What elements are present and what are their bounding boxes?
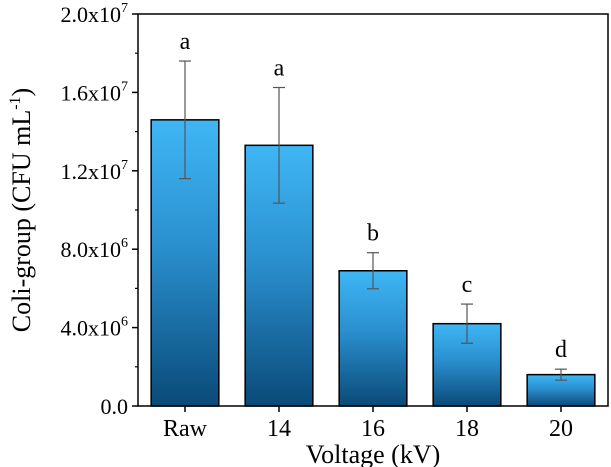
error-bars-group	[179, 60, 567, 381]
y-tick-label: 1.6x107	[61, 79, 129, 105]
bar-16	[338, 270, 408, 407]
x-tick-label-Raw: Raw	[163, 416, 208, 442]
x-tick-label-20: 20	[549, 416, 573, 442]
x-tick-label-16: 16	[361, 416, 385, 442]
y-axis-label: Coli-group (CFU mL-1)	[7, 88, 36, 332]
y-axis-label-superscript: -1	[7, 96, 24, 109]
significance-letter-14: a	[274, 56, 285, 82]
y-tick-label: 0.0	[101, 394, 129, 419]
x-tick-label-18: 18	[455, 416, 479, 442]
y-axis-label-main: Coli-group (CFU mL	[7, 110, 36, 332]
y-tick-label: 8.0x106	[61, 236, 129, 262]
y-tick-label: 1.2x107	[61, 158, 129, 184]
y-axis-label-close: )	[7, 88, 36, 97]
significance-letter-Raw: a	[180, 29, 191, 55]
x-ticks-group: Raw 14 16 18 20	[163, 406, 573, 442]
y-ticks-group: 0.0 4.0x106 8.0x106 1.2x107 1.6x107 2.0x107	[61, 1, 138, 419]
y-tick-label: 4.0x106	[61, 315, 129, 341]
bar-18	[432, 322, 502, 407]
significance-letter-18: c	[462, 272, 473, 298]
y-tick-label: 2.0x107	[61, 1, 129, 27]
x-tick-label-14: 14	[267, 416, 291, 442]
x-axis-label: Voltage (kV)	[306, 440, 441, 467]
significance-letters-group: a a b c d	[180, 29, 567, 363]
significance-letter-20: d	[555, 337, 567, 363]
significance-letter-16: b	[367, 221, 379, 247]
